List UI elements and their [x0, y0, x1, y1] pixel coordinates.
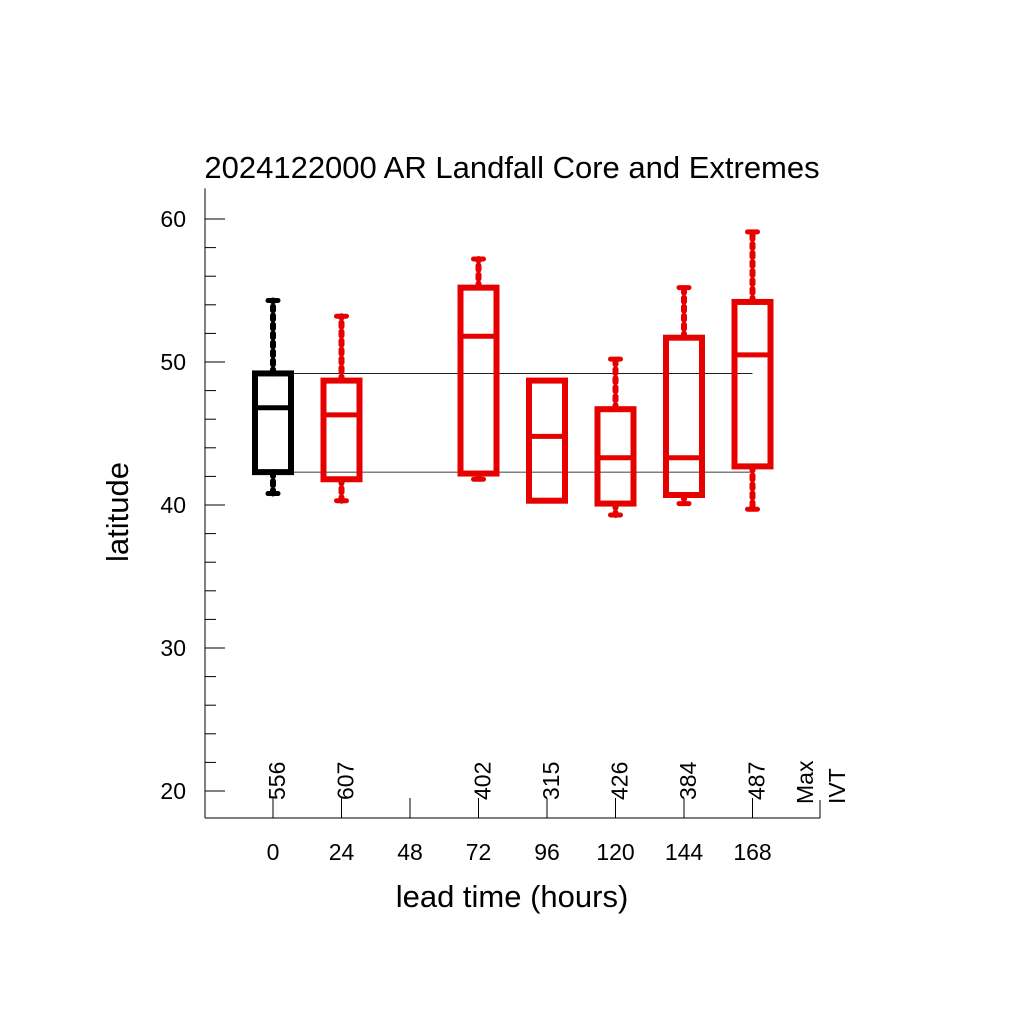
reference-lines: [273, 373, 753, 473]
x-tick-label: 72: [466, 839, 492, 865]
x-tick-label: 96: [534, 839, 560, 865]
box-iqr: [252, 370, 294, 476]
y-tick-label: 50: [160, 349, 186, 375]
sample-count-label: 315: [538, 762, 564, 800]
sample-count-label: 384: [675, 761, 701, 800]
sample-count-label: 607: [333, 762, 359, 800]
box-iqr: [457, 284, 500, 477]
sample-count-label: 556: [264, 762, 290, 800]
count-header-line-2: IVT: [824, 768, 850, 804]
box-lead-0: 556: [252, 297, 294, 800]
y-tick-label: 40: [160, 492, 186, 518]
box-lead-144: 384: [663, 284, 705, 800]
box-iqr: [731, 298, 774, 470]
box-lead-24: 607: [320, 313, 363, 800]
box-iqr: [663, 334, 705, 498]
y-tick-label: 60: [160, 206, 186, 232]
x-tick-label: 48: [397, 839, 423, 865]
boxes: 556 607 402 315 426 384 487: [252, 228, 774, 800]
x-axis-title: lead time (hours): [396, 879, 629, 914]
x-tick-label: 24: [329, 839, 355, 865]
sample-count-label: 487: [744, 762, 770, 800]
box-iqr: [526, 377, 568, 504]
y-tick-label: 30: [160, 635, 186, 661]
x-tick-label: 0: [267, 839, 280, 865]
box-iqr: [320, 377, 363, 483]
x-tick-label: 144: [665, 839, 704, 865]
x-tick-label: 120: [596, 839, 634, 865]
sample-count-label: 426: [607, 762, 633, 800]
axes: 20 30 40 50 60 0 24 48 72 96 120 144 168: [160, 188, 821, 865]
y-axis-title: latitude: [100, 462, 135, 562]
chart-title: 2024122000 AR Landfall Core and Extremes: [204, 150, 819, 185]
count-header-line-1: Max: [792, 760, 818, 804]
box-lead-96: 315: [526, 377, 568, 800]
y-tick-label: 20: [160, 778, 186, 804]
sample-count-label: 402: [470, 762, 496, 800]
box-lead-168: 487: [731, 228, 774, 800]
box-lead-120: 426: [594, 356, 637, 800]
box-lead-72: 402: [457, 256, 500, 800]
x-tick-label: 168: [733, 839, 771, 865]
